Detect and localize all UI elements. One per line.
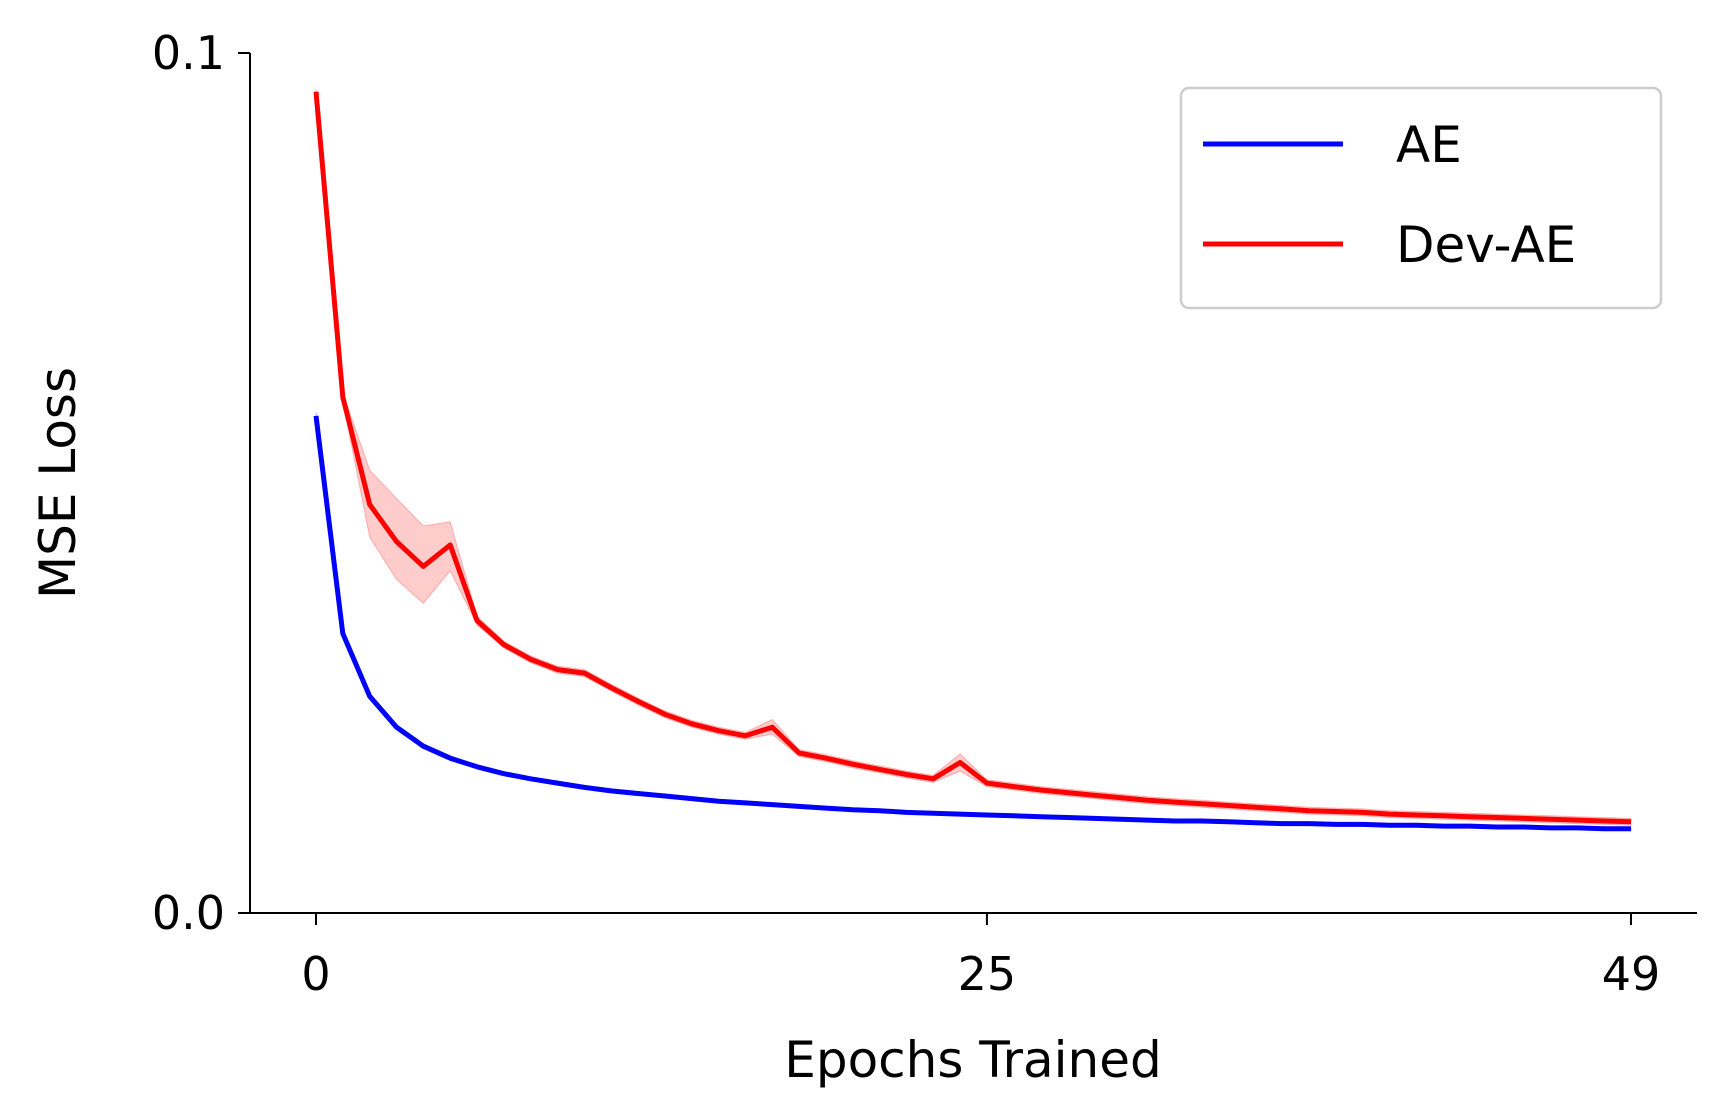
- series-lines: [313, 91, 1632, 832]
- x-axis-label: Epochs Trained: [784, 1031, 1162, 1089]
- x-ticks: 0 25 49: [301, 913, 1660, 1001]
- x-tick-label: 49: [1602, 947, 1661, 1001]
- series-line-dev-ae: [313, 91, 1632, 825]
- x-tick-label: 0: [301, 947, 330, 1001]
- series-line-ae: [313, 415, 1631, 832]
- legend-label-ae: AE: [1396, 116, 1462, 174]
- legend: AE Dev-AE: [1179, 86, 1663, 310]
- y-tick-label: 0.0: [152, 886, 225, 940]
- y-axis-label: MSE Loss: [29, 367, 87, 599]
- x-tick-label: 25: [958, 947, 1017, 1001]
- band-dev-ae: [315, 89, 1632, 826]
- y-tick-label: 0.1: [152, 26, 225, 80]
- legend-label-dev-ae: Dev-AE: [1396, 216, 1576, 274]
- y-ticks: 0.0 0.1: [152, 26, 250, 940]
